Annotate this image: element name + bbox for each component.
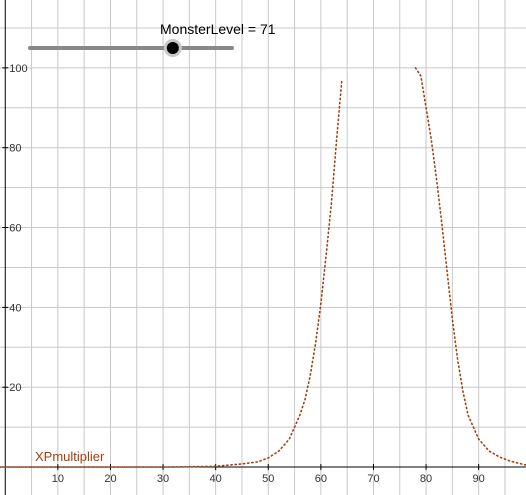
x-tick-label: 20 — [104, 473, 116, 485]
x-tick-label: 60 — [315, 473, 327, 485]
y-tick-label: 20 — [9, 382, 21, 394]
y-tick-label: 80 — [9, 143, 21, 155]
y-tick-label: 100 — [9, 63, 27, 75]
x-tick-label: 40 — [210, 473, 222, 485]
x-tick-label: 10 — [52, 473, 64, 485]
x-tick-label: 90 — [473, 473, 485, 485]
y-axis-tick-labels: 20 40 60 80 100 — [2, 63, 28, 394]
x-tick-label: 30 — [157, 473, 169, 485]
x-tick-label: 70 — [367, 473, 379, 485]
curve-segment-2 — [414, 67, 526, 466]
slider-knob[interactable] — [166, 42, 179, 54]
y-tick-label: 40 — [9, 302, 21, 314]
y-tick-label: 60 — [9, 223, 21, 235]
x-tick-label: 50 — [262, 473, 274, 485]
function-label[interactable]: XPmultiplier — [35, 449, 105, 464]
xpmultiplier-curve[interactable] — [0, 67, 526, 468]
slider-caption: MonsterLevel = 71 — [160, 21, 276, 37]
monster-level-slider[interactable]: MonsterLevel = 71 — [28, 21, 276, 57]
x-tick-label: 80 — [420, 473, 432, 485]
curve-segment-1 — [0, 79, 343, 468]
